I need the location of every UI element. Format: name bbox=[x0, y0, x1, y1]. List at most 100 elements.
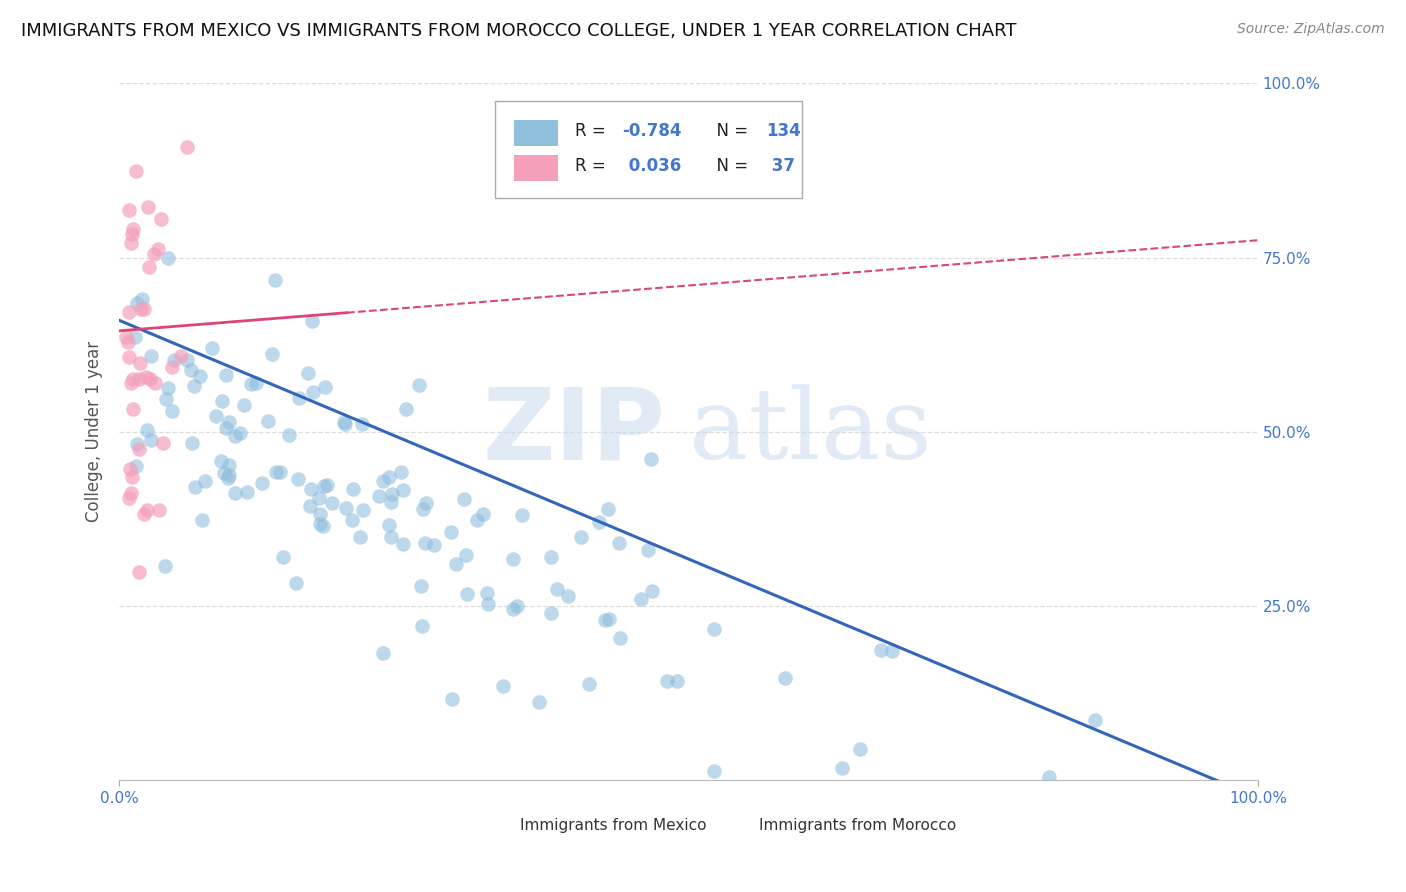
Point bbox=[314, 380, 336, 394]
Point bbox=[155, 392, 177, 407]
Point bbox=[124, 329, 146, 343]
Point bbox=[298, 499, 321, 513]
Point bbox=[245, 376, 267, 391]
Point bbox=[299, 483, 322, 497]
Point bbox=[194, 474, 217, 488]
Point bbox=[125, 459, 148, 474]
Point bbox=[118, 202, 141, 217]
Point bbox=[588, 515, 610, 529]
Point bbox=[637, 542, 659, 557]
Text: 134: 134 bbox=[766, 122, 801, 140]
Point bbox=[409, 579, 432, 593]
Point bbox=[456, 549, 478, 563]
Point bbox=[224, 429, 246, 443]
Point bbox=[316, 478, 339, 492]
Point bbox=[502, 601, 524, 615]
Y-axis label: College, Under 1 year: College, Under 1 year bbox=[86, 342, 103, 523]
Point bbox=[163, 352, 186, 367]
Point bbox=[773, 671, 796, 685]
Point bbox=[125, 164, 148, 178]
Point bbox=[176, 353, 198, 368]
Point bbox=[665, 673, 688, 688]
Point bbox=[392, 483, 415, 497]
Point bbox=[152, 435, 174, 450]
Point bbox=[266, 465, 288, 479]
Point bbox=[472, 508, 495, 522]
Point bbox=[183, 378, 205, 392]
Point bbox=[309, 516, 332, 531]
Text: IMMIGRANTS FROM MEXICO VS IMMIGRANTS FROM MOROCCO COLLEGE, UNDER 1 YEAR CORRELAT: IMMIGRANTS FROM MEXICO VS IMMIGRANTS FRO… bbox=[21, 22, 1017, 40]
Text: Immigrants from Mexico: Immigrants from Mexico bbox=[520, 818, 707, 833]
Point bbox=[224, 486, 246, 500]
Point bbox=[188, 369, 211, 384]
Point bbox=[273, 550, 295, 565]
Point bbox=[378, 469, 401, 483]
Point bbox=[849, 742, 872, 756]
Point bbox=[314, 479, 336, 493]
Point bbox=[217, 471, 239, 485]
Point bbox=[641, 583, 664, 598]
Point bbox=[527, 695, 550, 709]
Point bbox=[373, 475, 395, 489]
Point bbox=[125, 296, 148, 310]
Point bbox=[349, 530, 371, 544]
Point bbox=[128, 565, 150, 579]
Point bbox=[204, 409, 226, 423]
Point bbox=[132, 302, 155, 317]
Point bbox=[181, 435, 204, 450]
Point bbox=[139, 349, 162, 363]
Point bbox=[381, 487, 404, 501]
Point bbox=[160, 404, 183, 418]
Point bbox=[135, 502, 157, 516]
Point bbox=[596, 501, 619, 516]
Point bbox=[321, 496, 343, 510]
Point bbox=[191, 513, 214, 527]
Point bbox=[120, 486, 142, 500]
Point bbox=[176, 140, 198, 154]
Point bbox=[395, 402, 418, 417]
Point bbox=[148, 502, 170, 516]
FancyBboxPatch shape bbox=[495, 101, 803, 198]
Point bbox=[301, 314, 323, 328]
Point bbox=[378, 518, 401, 533]
Point bbox=[284, 576, 307, 591]
Point bbox=[183, 479, 205, 493]
Point bbox=[831, 761, 853, 775]
Text: Source: ZipAtlas.com: Source: ZipAtlas.com bbox=[1237, 22, 1385, 37]
Point bbox=[128, 372, 150, 386]
Bar bbox=[515, 154, 558, 181]
Point bbox=[441, 692, 464, 706]
Point bbox=[128, 442, 150, 457]
Text: atlas: atlas bbox=[689, 384, 931, 480]
Point bbox=[142, 247, 165, 261]
Point bbox=[214, 368, 236, 382]
Point bbox=[408, 378, 430, 392]
Point bbox=[335, 417, 357, 432]
Point bbox=[312, 518, 335, 533]
Point bbox=[209, 454, 232, 468]
Point bbox=[160, 360, 183, 375]
Point bbox=[703, 622, 725, 636]
Point bbox=[350, 417, 373, 431]
Point bbox=[412, 502, 434, 516]
Point bbox=[502, 552, 524, 566]
Point bbox=[180, 363, 202, 377]
Text: N =: N = bbox=[706, 122, 754, 140]
Point bbox=[138, 260, 160, 275]
Point bbox=[598, 612, 620, 626]
Text: 37: 37 bbox=[766, 157, 794, 175]
Point bbox=[212, 466, 235, 480]
Point bbox=[121, 470, 143, 484]
Point bbox=[301, 384, 323, 399]
Point bbox=[257, 414, 280, 428]
Bar bbox=[723, 814, 751, 841]
Text: -0.784: -0.784 bbox=[623, 122, 682, 140]
Point bbox=[308, 491, 330, 505]
Point bbox=[218, 468, 240, 483]
Point bbox=[218, 415, 240, 429]
Point bbox=[882, 644, 904, 658]
Point bbox=[117, 491, 139, 505]
Point bbox=[141, 433, 163, 447]
Point bbox=[506, 599, 529, 614]
Point bbox=[389, 465, 412, 479]
